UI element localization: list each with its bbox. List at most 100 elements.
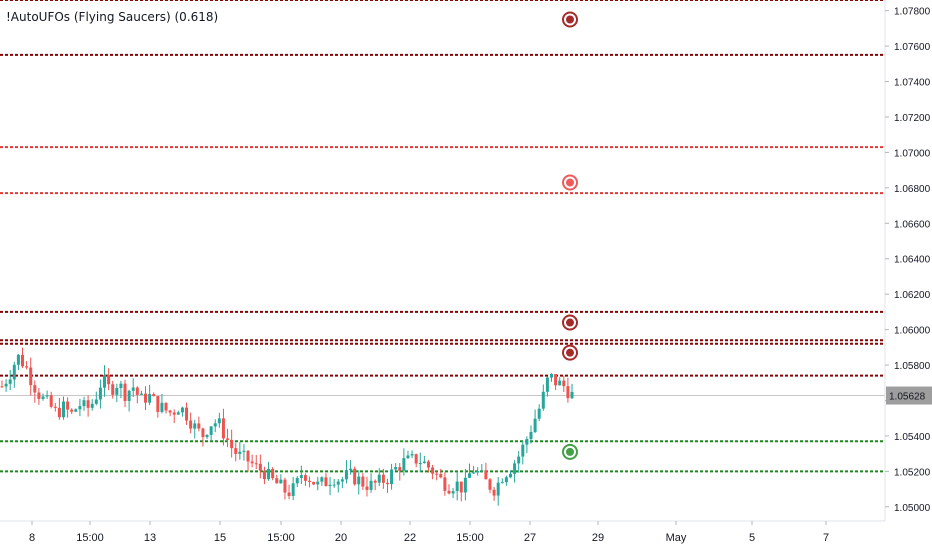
x-tick-label: 8 xyxy=(29,532,35,544)
y-tick-label: 1.06000 xyxy=(894,326,931,337)
ufo-marker-dot xyxy=(566,318,574,327)
candle-body xyxy=(156,396,160,412)
candle-body xyxy=(205,434,209,438)
y-tick-label: 1.05000 xyxy=(894,503,931,514)
candle-body xyxy=(467,473,471,478)
indicator-label: !AutoUFOs (Flying Saucers) (0.618) xyxy=(6,10,219,24)
candle-body xyxy=(283,479,287,493)
candle-body xyxy=(275,478,279,484)
candle-body xyxy=(496,482,500,496)
candle-body xyxy=(517,456,521,464)
last-price-label: 1.05628 xyxy=(886,386,932,405)
candle-body xyxy=(316,481,320,485)
candle-body xyxy=(513,463,517,474)
candle-body xyxy=(131,387,135,391)
candle-body xyxy=(303,475,307,481)
candle-body xyxy=(221,418,225,439)
candle-body xyxy=(443,477,447,491)
candle-body xyxy=(172,412,176,415)
candle-body xyxy=(410,454,414,456)
candle-body xyxy=(49,395,53,407)
candle-body xyxy=(197,423,201,429)
candle-body xyxy=(508,473,512,478)
price-axis: 1.07800 1.07600 1.07400 1.07200 1.07000 1.068… xyxy=(885,7,931,514)
time-axis: 8 15:00 13 15 15:00 20 22 15:00 27 29 May 5 7 xyxy=(29,521,829,544)
candle-body xyxy=(377,474,381,483)
candle-body xyxy=(504,477,508,483)
candle-body xyxy=(336,481,340,485)
candle-body xyxy=(537,408,541,419)
candle-body xyxy=(418,463,422,465)
candle-body xyxy=(521,444,525,457)
candle-body xyxy=(258,463,262,471)
y-tick-label: 1.05800 xyxy=(894,361,931,372)
candle-body xyxy=(320,477,324,482)
candle-body xyxy=(398,467,402,471)
candle-body xyxy=(246,450,250,462)
candle-body xyxy=(45,395,49,397)
x-tick-label: 15 xyxy=(214,532,226,544)
candle-body xyxy=(365,486,369,490)
candle-body xyxy=(554,373,558,386)
candle-body xyxy=(545,377,549,392)
candle-body xyxy=(439,474,443,478)
candle-body xyxy=(74,409,78,412)
candle-body xyxy=(447,490,451,494)
candle-body xyxy=(29,367,33,386)
x-tick-label: 15:00 xyxy=(267,532,295,544)
y-tick-label: 1.05400 xyxy=(894,432,931,443)
candle-body xyxy=(242,450,246,452)
candle-body xyxy=(463,477,467,493)
candle-body xyxy=(0,386,4,388)
candle-body xyxy=(16,354,20,365)
candle-body xyxy=(291,483,295,496)
x-tick-label: 15:00 xyxy=(76,532,104,544)
candle-body xyxy=(25,366,29,368)
candle-body xyxy=(271,468,275,479)
ufo-marker-dot xyxy=(566,348,574,357)
candle-body xyxy=(238,451,242,454)
candle-body xyxy=(115,387,119,395)
candle-body xyxy=(226,438,230,440)
y-tick-label: 1.05200 xyxy=(894,467,931,478)
candle-body xyxy=(431,467,435,474)
y-tick-label: 1.07600 xyxy=(894,42,931,53)
x-tick-label: 29 xyxy=(592,532,604,544)
candle-body xyxy=(78,406,82,410)
candle-body xyxy=(414,454,418,464)
candle-body xyxy=(562,380,566,387)
last-price-text: 1.05628 xyxy=(889,392,926,403)
candle-body xyxy=(201,428,205,438)
x-tick-label: 15:00 xyxy=(456,532,484,544)
candle-body xyxy=(160,402,164,412)
candle-body xyxy=(66,401,70,410)
candle-body xyxy=(230,439,234,449)
x-tick-label: 20 xyxy=(335,532,347,544)
y-tick-label: 1.07400 xyxy=(894,78,931,89)
candle-body xyxy=(295,477,299,484)
candle-body xyxy=(558,380,562,386)
candle-body xyxy=(209,426,213,435)
y-tick-label: 1.06200 xyxy=(894,290,931,301)
candlestick-series xyxy=(0,347,574,506)
y-tick-label: 1.06600 xyxy=(894,219,931,230)
candle-body xyxy=(107,375,111,385)
y-tick-label: 1.07800 xyxy=(894,7,931,18)
candle-body xyxy=(390,469,394,485)
x-tick-label: 13 xyxy=(144,532,156,544)
candle-body xyxy=(308,480,312,482)
candle-body xyxy=(385,482,389,485)
candle-body xyxy=(566,386,570,399)
candle-body xyxy=(299,475,303,478)
candle-body xyxy=(70,409,74,412)
candle-body xyxy=(549,373,553,378)
candle-body xyxy=(529,431,533,440)
candle-body xyxy=(193,423,197,429)
candle-body xyxy=(340,479,344,482)
y-tick-label: 1.07200 xyxy=(894,113,931,124)
last-price-box xyxy=(886,386,932,405)
candle-body xyxy=(488,479,492,490)
candle-body xyxy=(127,390,131,401)
x-tick-label: May xyxy=(666,532,687,544)
